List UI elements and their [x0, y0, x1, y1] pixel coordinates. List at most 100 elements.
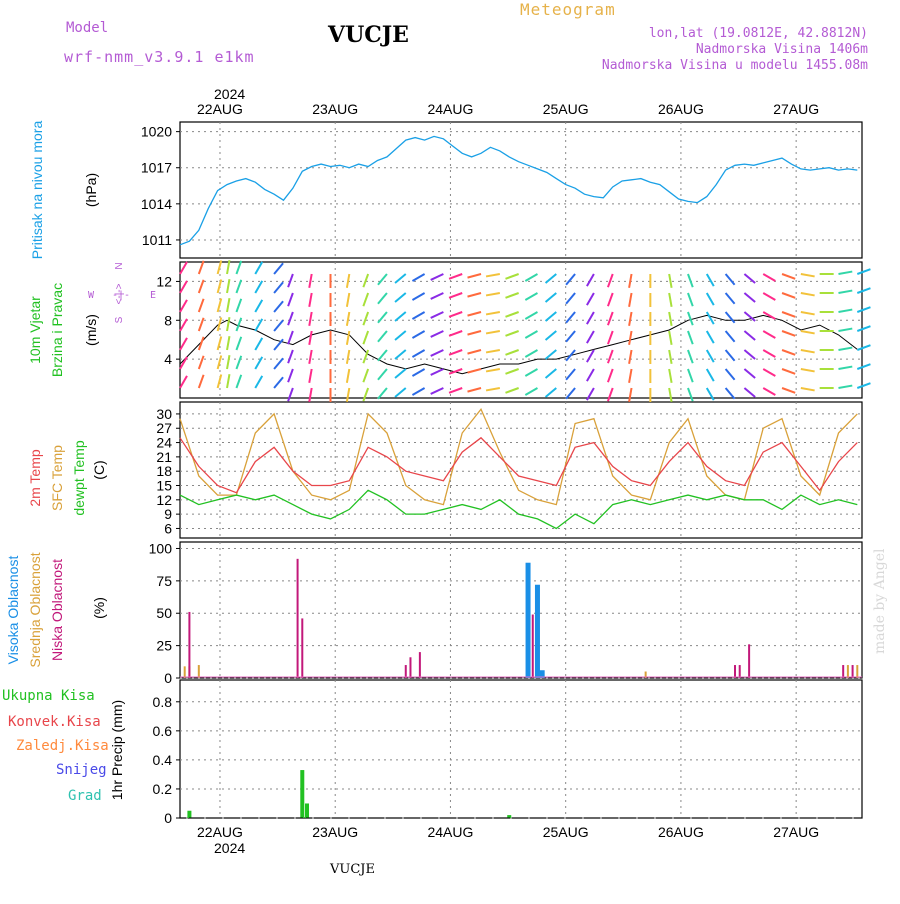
wind-arrow: [724, 311, 736, 324]
wind-arrow: [565, 349, 576, 362]
day-label-top: 25AUG: [543, 101, 589, 117]
wind-arrow: [856, 363, 871, 370]
year-label-bottom: 2024: [214, 840, 246, 856]
wind-arrow: [216, 355, 223, 370]
wind-arrow: [586, 330, 595, 344]
day-label-bottom: 23AUG: [312, 824, 358, 840]
wind-legend-n: N: [114, 262, 125, 269]
mid-cloud-bar: [644, 671, 647, 678]
precip-legend-item: Grad: [68, 788, 102, 804]
wind-arrow: [467, 349, 482, 355]
cloud-ylabel-high: Visoka Oblacnost: [5, 556, 21, 665]
wind-arrow: [505, 311, 519, 318]
wind-arrow: [565, 387, 576, 400]
y-tick-label-precip: 0.2: [153, 781, 173, 797]
wind-arrow: [254, 337, 264, 351]
wind-arrow: [394, 349, 407, 360]
wind-arrow: [687, 273, 694, 288]
y-tick-label-wind: 12: [156, 273, 172, 289]
wind-arrow: [216, 374, 223, 389]
wind-arrow: [273, 281, 284, 294]
y-tick-label-cloud: 0: [164, 670, 172, 686]
wind-arrow: [448, 330, 463, 337]
wind-arrow: [362, 273, 370, 288]
wind-arrow: [273, 262, 284, 275]
dewpt-line: [179, 489, 858, 530]
wind-arrow: [544, 330, 557, 341]
wind-arrow: [524, 311, 538, 320]
model-name: wrf-nmm_v3.9.1 e1km: [64, 48, 255, 66]
precip-legend-item: Ukupna Kisa: [2, 688, 95, 704]
wind-arrow: [362, 368, 370, 383]
wind-arrow: [235, 374, 243, 389]
wind-arrow: [448, 349, 463, 356]
wind-legend-arrows: <-|->: [114, 283, 125, 304]
low-cloud-bar: [404, 665, 407, 678]
wind-arrow: [345, 273, 351, 288]
wind-arrow: [226, 336, 231, 351]
wind-arrow: [235, 260, 243, 275]
wind-arrow: [606, 387, 614, 402]
wind-arrow: [724, 330, 736, 343]
year-label-top: 2024: [214, 86, 246, 102]
y-tick-label-pressure: 1017: [141, 160, 172, 176]
wind-arrow: [781, 273, 796, 280]
wind-arrow: [273, 357, 284, 370]
wind-arrow: [505, 368, 519, 375]
wind-arrow: [606, 368, 614, 383]
y-tick-label-temperature: 18: [156, 463, 172, 479]
wind-arrow: [411, 311, 426, 320]
wind-arrow: [430, 273, 444, 281]
wind-arrow: [411, 292, 426, 301]
wind-arrow: [179, 280, 188, 294]
wind-arrow: [687, 330, 694, 345]
wind-arrow: [586, 349, 595, 363]
grid-lines: [176, 122, 862, 819]
wind-arrow: [838, 289, 853, 294]
wind-arrow: [235, 298, 243, 313]
day-label-bottom: 27AUG: [773, 824, 819, 840]
wind-arrow: [586, 292, 595, 306]
low-cloud-bar: [296, 558, 299, 678]
wind-arrow: [800, 292, 815, 297]
wind-arrow: [226, 317, 231, 332]
wind-arrow: [287, 330, 294, 345]
y-tick-label-precip: 0.8: [153, 694, 173, 710]
day-label-top: 22AUG: [197, 101, 243, 117]
wind-arrow: [308, 368, 313, 383]
wind-arrow: [565, 292, 576, 305]
wind-arrow: [606, 330, 614, 345]
wind-arrow: [524, 368, 538, 377]
pressure-unit: (hPa): [83, 173, 99, 207]
wind-arrow: [197, 260, 205, 275]
wind-arrow: [485, 349, 501, 354]
wind-arrow: [606, 273, 614, 288]
wind-arrow: [668, 368, 673, 383]
wind-arrow: [856, 268, 871, 275]
wind-arrow: [668, 387, 673, 402]
cloud-ylabel-low: Niska Oblacnost: [49, 559, 65, 661]
wind-arrow: [743, 349, 756, 360]
precip-bar: [507, 815, 512, 818]
wind-arrow: [273, 376, 284, 389]
y-tick-label-temperature: 24: [156, 435, 172, 451]
wind-arrow: [362, 330, 370, 345]
wind-arrow: [197, 279, 205, 294]
wind-arrow: [762, 273, 776, 282]
wind-arrow: [505, 349, 519, 356]
wind-arrow: [254, 356, 264, 370]
wind-arrow: [448, 387, 463, 394]
wind-arrow: [838, 384, 853, 389]
y-tick-label-temperature: 30: [156, 406, 172, 422]
wind-arrow: [430, 311, 444, 319]
wind-arrow: [235, 317, 243, 332]
wind-arrow: [743, 368, 756, 379]
mid-cloud-bar: [846, 665, 849, 678]
wind-arrow: [705, 368, 715, 382]
wind-ylabel-a: 10m Vjetar: [27, 296, 43, 364]
precip-legend-item: Snijeg: [56, 762, 107, 778]
wind-arrow: [628, 387, 633, 402]
wind-arrow: [179, 337, 188, 351]
wind-arrow: [586, 387, 595, 401]
wind-arrow: [838, 365, 853, 370]
